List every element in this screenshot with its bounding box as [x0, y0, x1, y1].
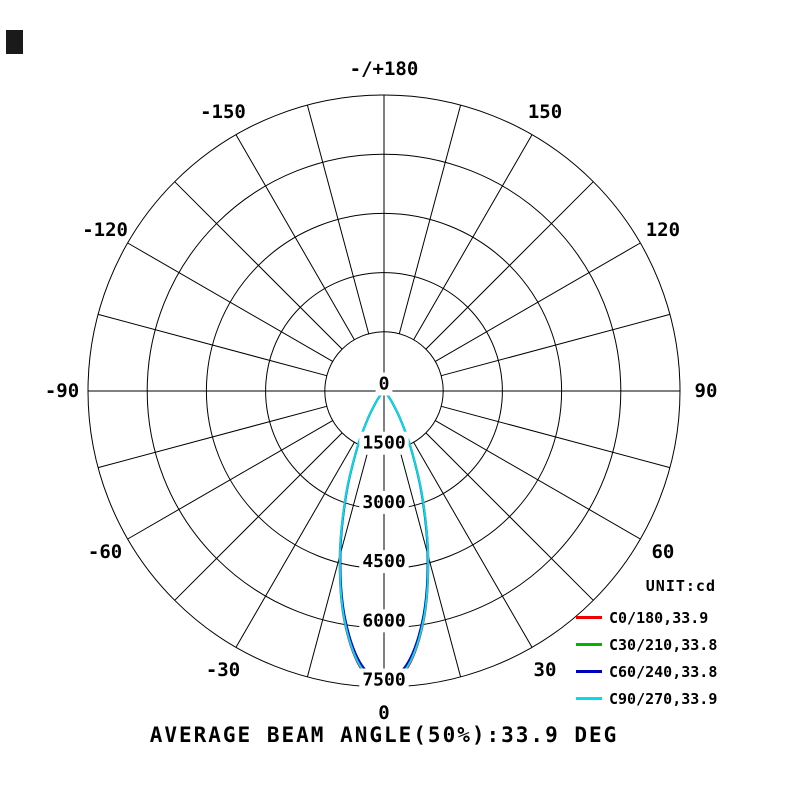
radial-tick-label: 7500 — [362, 670, 405, 691]
legend: UNIT:cd C0/180,33.9 C30/210,33.8 C60/240… — [576, 577, 718, 712]
tick-label-backing — [359, 668, 409, 692]
grid-spoke — [398, 104, 462, 334]
legend-item: C90/270,33.9 — [576, 685, 718, 712]
radial-tick-label: 6000 — [362, 610, 405, 631]
corner-mark — [6, 30, 23, 54]
legend-item-label: C30/210,33.8 — [609, 635, 718, 654]
grid-spoke — [398, 448, 462, 678]
angle-label: -120 — [82, 219, 128, 241]
legend-item-label: C60/240,33.8 — [609, 662, 718, 681]
grid-spoke — [413, 134, 533, 340]
grid-spoke — [174, 432, 343, 601]
legend-item-label: C90/270,33.9 — [609, 689, 718, 708]
chart-title: AVERAGE BEAM ANGLE(50%):33.9 DEG — [149, 723, 619, 747]
grid-spoke — [441, 313, 671, 377]
radial-tick-label: 4500 — [362, 551, 405, 572]
angle-label: 0 — [378, 702, 389, 724]
polar-grid — [87, 94, 681, 688]
radial-tick-labels: 0 1500 3000 4500 6000 7500 — [359, 372, 409, 692]
legend-item: C60/240,33.8 — [576, 658, 718, 685]
angle-label: 30 — [534, 659, 557, 681]
angle-label: -90 — [45, 380, 79, 402]
grid-spoke — [235, 134, 355, 340]
angle-label: -/+180 — [350, 58, 419, 80]
legend-item: C30/210,33.8 — [576, 631, 718, 658]
angle-label: 120 — [646, 219, 680, 241]
grid-spoke — [425, 432, 594, 601]
radial-tick-label: 0 — [379, 374, 390, 395]
grid-spoke — [435, 242, 641, 362]
grid-spoke — [97, 405, 327, 469]
grid-spoke — [413, 442, 533, 648]
angle-label: -150 — [200, 101, 246, 123]
tick-label-backing — [359, 490, 409, 514]
legend-line-swatch-blue — [576, 670, 602, 673]
grid-spoke — [435, 420, 641, 540]
tick-label-backing — [359, 431, 409, 455]
legend-item: C0/180,33.9 — [576, 604, 718, 631]
legend-item-label: C0/180,33.9 — [609, 608, 709, 627]
legend-unit-label: UNIT:cd — [645, 577, 716, 595]
angle-label: -60 — [88, 541, 122, 563]
tick-label-backing — [359, 550, 409, 574]
angle-label: 150 — [528, 101, 562, 123]
radial-tick-label: 1500 — [362, 433, 405, 454]
grid-spoke — [127, 242, 333, 362]
grid-spoke — [235, 442, 355, 648]
tick-label-backing — [375, 372, 393, 396]
angle-label: 60 — [651, 541, 674, 563]
legend-line-swatch-red — [576, 616, 602, 619]
angle-label: 90 — [695, 380, 718, 402]
radial-tick-label: 3000 — [362, 492, 405, 513]
grid-spoke — [127, 420, 333, 540]
grid-spoke — [174, 181, 343, 350]
legend-line-swatch-cyan — [576, 697, 602, 700]
grid-spoke — [306, 448, 370, 678]
grid-spoke — [306, 104, 370, 334]
grid-spoke — [425, 181, 594, 350]
grid-spoke — [441, 405, 671, 469]
grid-spoke — [97, 313, 327, 377]
angle-label: -30 — [206, 659, 240, 681]
angle-labels: -/+180 150 120 90 60 30 0 -30 -60 -90 -120 -150 — [45, 58, 718, 724]
legend-line-swatch-green — [576, 643, 602, 646]
tick-label-backing — [359, 609, 409, 633]
